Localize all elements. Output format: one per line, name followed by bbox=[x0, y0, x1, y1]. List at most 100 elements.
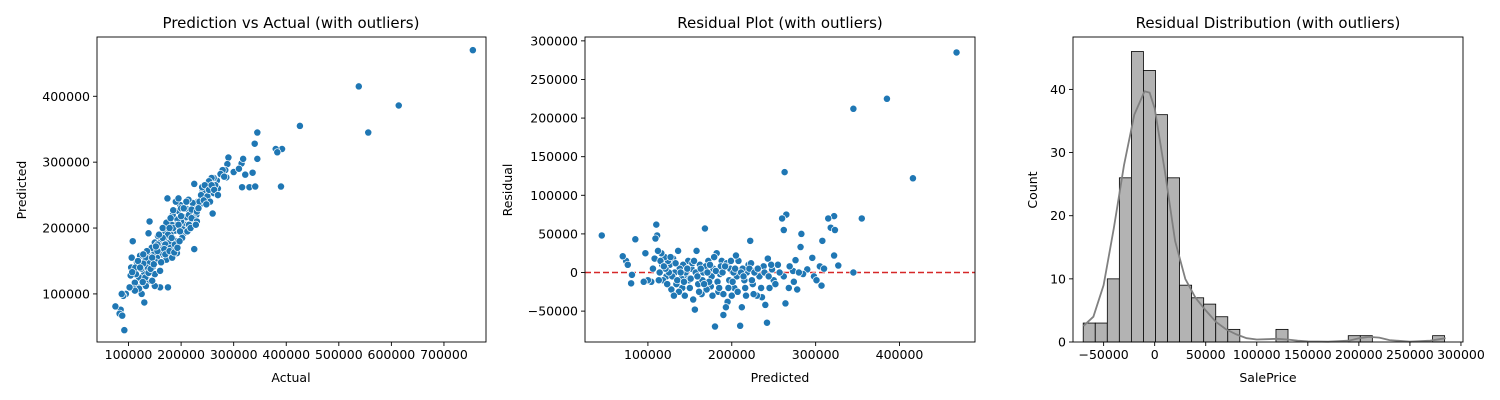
data-point bbox=[719, 311, 728, 319]
data-point bbox=[134, 257, 142, 265]
data-point bbox=[173, 243, 182, 252]
data-point bbox=[908, 174, 917, 183]
data-point bbox=[808, 253, 817, 262]
data-point bbox=[163, 194, 172, 203]
data-point bbox=[671, 259, 680, 268]
data-point bbox=[295, 121, 304, 130]
data-point bbox=[779, 226, 788, 234]
data-point bbox=[148, 253, 157, 262]
data-point bbox=[727, 291, 736, 300]
data-point bbox=[686, 274, 695, 283]
x-tick-label: 100000 bbox=[624, 347, 672, 362]
data-point bbox=[156, 266, 165, 275]
data-point bbox=[157, 258, 166, 267]
data-point bbox=[746, 236, 755, 245]
data-point bbox=[155, 230, 163, 239]
data-point bbox=[118, 311, 127, 320]
x-tick-label: 300000 bbox=[1437, 347, 1485, 362]
data-point bbox=[849, 104, 858, 113]
data-point bbox=[164, 283, 172, 292]
data-point bbox=[138, 278, 147, 287]
data-point bbox=[719, 290, 728, 299]
data-point bbox=[111, 302, 120, 311]
data-point bbox=[623, 260, 632, 269]
data-point bbox=[208, 209, 217, 218]
x-tick-label: 150000 bbox=[1284, 347, 1332, 362]
data-point bbox=[136, 263, 145, 272]
histogram-bar bbox=[1143, 70, 1156, 343]
y-tick-label: 200000 bbox=[530, 111, 578, 126]
x-axis-label: SalePrice bbox=[1239, 370, 1297, 385]
data-point bbox=[882, 94, 891, 103]
data-point bbox=[174, 194, 183, 203]
x-tick-label: 200000 bbox=[1335, 347, 1383, 362]
data-point bbox=[174, 220, 183, 229]
data-point bbox=[747, 276, 756, 285]
panel-residual-plot: Residual Plot (with outliers) Predicted … bbox=[500, 14, 976, 385]
data-point bbox=[659, 262, 668, 271]
data-point bbox=[780, 168, 789, 177]
data-point bbox=[794, 268, 803, 277]
data-point bbox=[176, 227, 185, 236]
x-tick-label: 200000 bbox=[708, 347, 756, 362]
axes-frame bbox=[584, 36, 976, 343]
data-point bbox=[394, 101, 403, 110]
x-tick-label: 0 bbox=[1151, 347, 1159, 362]
data-point bbox=[834, 261, 843, 270]
data-point bbox=[736, 321, 745, 330]
data-point bbox=[775, 268, 784, 277]
y-tick-label: 0 bbox=[570, 265, 578, 280]
data-point bbox=[685, 283, 694, 292]
data-point bbox=[753, 264, 762, 273]
x-tick-label: 200000 bbox=[157, 347, 205, 362]
data-point bbox=[737, 303, 746, 312]
histogram-bar bbox=[1118, 177, 1132, 343]
y-tick-label: 10 bbox=[1050, 271, 1066, 286]
data-point bbox=[781, 299, 790, 308]
data-point bbox=[234, 164, 243, 173]
data-point bbox=[711, 322, 719, 331]
data-point bbox=[641, 249, 650, 258]
data-point bbox=[648, 264, 657, 273]
histogram-bar bbox=[1094, 322, 1108, 343]
data-point bbox=[597, 231, 606, 240]
plot-area bbox=[111, 46, 477, 335]
x-tick-label: 250000 bbox=[1386, 347, 1434, 362]
data-point bbox=[708, 291, 717, 300]
data-point bbox=[715, 283, 724, 292]
x-tick-label: 600000 bbox=[368, 347, 416, 362]
histogram-bar bbox=[1130, 51, 1144, 343]
data-point bbox=[724, 283, 733, 292]
data-point bbox=[120, 326, 129, 335]
data-point bbox=[695, 287, 704, 296]
data-point bbox=[703, 268, 712, 277]
data-point bbox=[468, 46, 477, 55]
data-point bbox=[652, 220, 661, 229]
y-tick-label: 300000 bbox=[530, 33, 578, 48]
data-point bbox=[628, 270, 636, 279]
data-point bbox=[721, 303, 730, 312]
data-point bbox=[194, 204, 203, 213]
data-point bbox=[175, 237, 184, 246]
y-tick-label: 200000 bbox=[42, 221, 90, 236]
data-point bbox=[144, 229, 153, 238]
y-tick-label: 150000 bbox=[530, 149, 578, 164]
x-axis-label: Actual bbox=[271, 370, 310, 385]
x-tick-label: 100000 bbox=[105, 347, 153, 362]
data-point bbox=[700, 280, 709, 289]
x-tick-label: −50000 bbox=[1079, 347, 1129, 362]
data-point bbox=[253, 154, 262, 163]
axes-frame bbox=[1072, 36, 1464, 343]
data-point bbox=[793, 285, 802, 294]
data-point bbox=[830, 226, 839, 234]
plot-area bbox=[585, 48, 975, 331]
y-tick-label: −50000 bbox=[528, 304, 578, 319]
data-point bbox=[692, 246, 701, 255]
data-point bbox=[733, 287, 742, 296]
y-tick-label: 300000 bbox=[42, 155, 90, 170]
data-point bbox=[763, 254, 772, 263]
y-tick-label: 400000 bbox=[42, 89, 90, 104]
histogram-bar bbox=[1082, 322, 1096, 343]
data-point bbox=[213, 191, 222, 200]
data-point bbox=[830, 251, 839, 260]
